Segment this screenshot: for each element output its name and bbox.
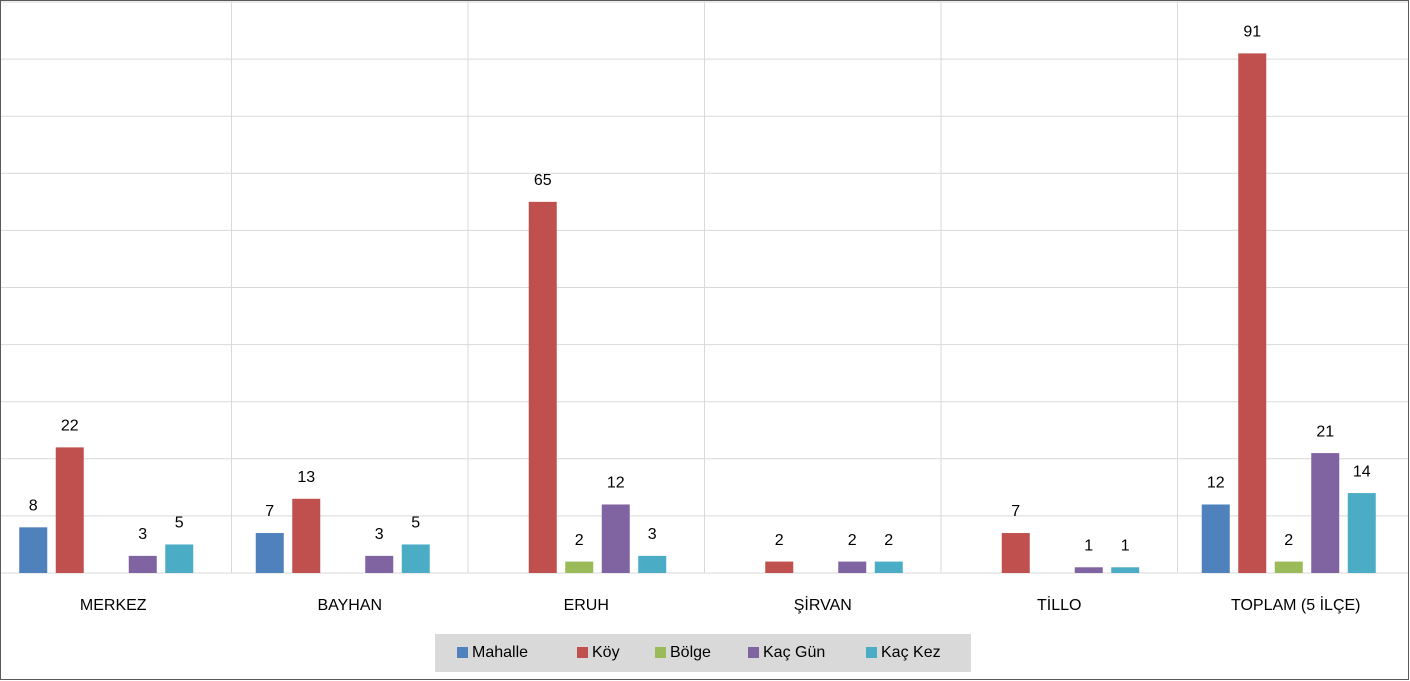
bar [638,555,667,573]
legend-swatch [866,647,877,658]
data-label: 8 [29,498,38,515]
legend-label: Mahalle [472,644,528,661]
data-label: 3 [138,526,147,543]
bar [401,544,430,573]
data-label: 1 [1121,538,1130,555]
data-label: 14 [1353,463,1371,480]
bar [1347,493,1376,573]
data-label: 1 [1084,538,1093,555]
data-label: 65 [534,172,552,189]
bar [19,527,48,573]
bar [55,447,84,573]
data-label: 22 [61,418,79,435]
legend-label: Kaç Gün [763,644,825,661]
bar [165,544,194,573]
x-tick-label: BAYHAN [317,597,382,614]
data-label: 5 [411,515,420,532]
bar [255,533,284,573]
data-label: 2 [1284,532,1293,549]
x-tick-label: ERUH [564,597,609,614]
bar [365,555,394,573]
legend-swatch [457,647,468,658]
legend-label: Köy [592,644,620,661]
data-label: 12 [1207,475,1225,492]
bar [128,555,157,573]
legend-label: Bölge [670,644,711,661]
data-label: 91 [1243,24,1261,41]
x-tick-label: TOPLAM (5 İLÇE) [1231,595,1361,614]
data-label: 3 [648,526,657,543]
data-label: 21 [1316,423,1334,440]
data-label: 12 [607,475,625,492]
bar [528,201,557,573]
x-tick-label: TİLLO [1037,595,1081,614]
legend-box [435,634,971,672]
data-label: 13 [297,469,315,486]
legend-swatch [577,647,588,658]
data-label: 2 [884,532,893,549]
bar [601,504,630,573]
legend-swatch [655,647,666,658]
data-label: 5 [175,515,184,532]
data-label: 7 [265,503,274,520]
bar [292,498,321,573]
bar [1311,453,1340,573]
legend-label: Kaç Kez [881,644,941,661]
bar [1111,567,1140,573]
data-label: 2 [575,532,584,549]
bar [838,561,867,573]
bar [1274,561,1303,573]
data-label: 7 [1011,503,1020,520]
data-label: 2 [848,532,857,549]
x-tick-label: MERKEZ [80,597,147,614]
x-tick-label: ŞİRVAN [794,595,852,614]
bar [874,561,903,573]
bar [1201,504,1230,573]
bar [1074,567,1103,573]
bar [1001,533,1030,573]
data-label: 3 [375,526,384,543]
bar [765,561,794,573]
data-label: 2 [775,532,784,549]
bar [1238,53,1267,573]
legend-swatch [748,647,759,658]
bar [565,561,594,573]
